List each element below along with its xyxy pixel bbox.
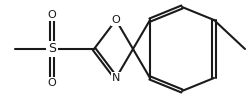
Text: O: O — [48, 78, 56, 88]
Text: O: O — [111, 15, 120, 25]
Text: O: O — [48, 10, 56, 20]
Text: S: S — [48, 42, 56, 55]
Text: N: N — [111, 73, 120, 83]
